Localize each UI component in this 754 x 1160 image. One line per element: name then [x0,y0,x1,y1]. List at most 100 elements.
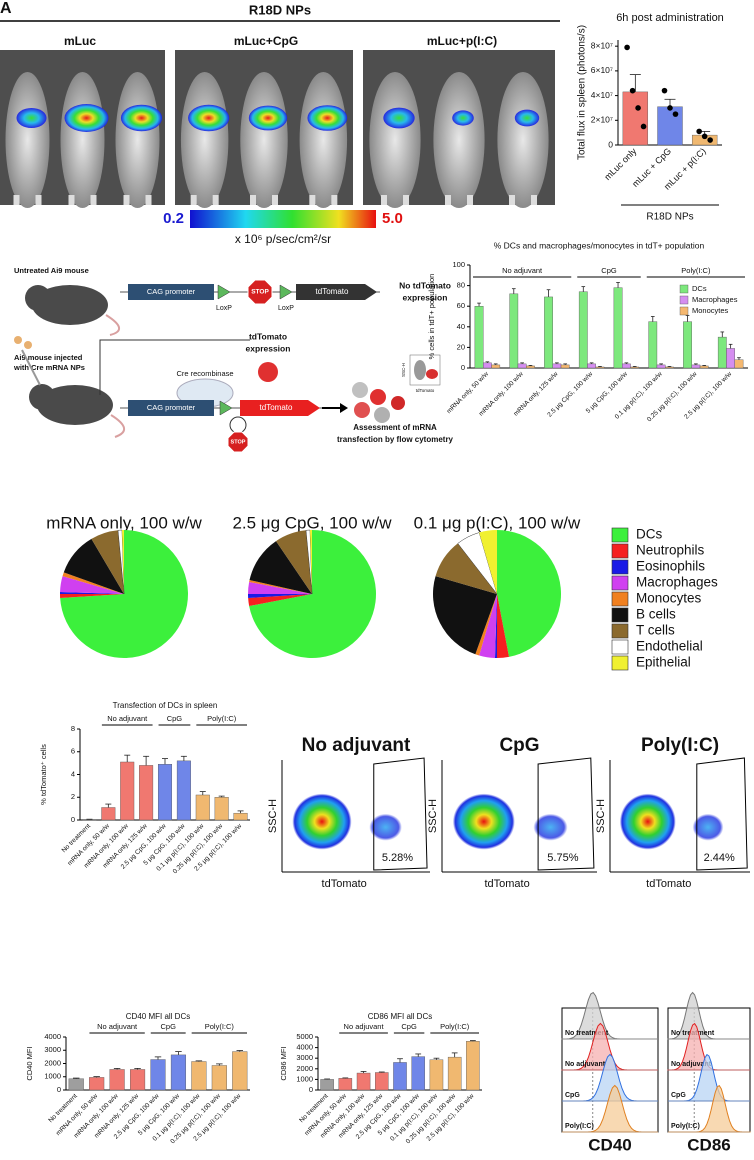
image-group-label: mLuc+p(I:C) [427,34,497,48]
y-tick-label: 8 [71,724,75,733]
bar [211,1065,227,1091]
mouse-leg [272,195,278,205]
scale-min: 0.2 [163,210,184,227]
y-tick-label: 4×10⁷ [591,90,613,100]
outcome-label: No tdTomato [399,280,451,290]
bar [483,362,492,369]
pie-slice [248,594,312,599]
y-tick-label: 0 [461,363,465,372]
pie-slice [91,530,124,594]
bar [195,794,210,821]
bar [356,1072,371,1091]
legend-swatch [611,575,629,591]
mouse-leg [403,195,409,205]
legend-label: Endothelial [636,639,703,654]
pie-slice [63,538,124,594]
density-cloud [619,793,676,850]
flow-x-label: tdTomato [322,878,367,890]
stop-sign [227,431,249,453]
y-tick-label: 1000 [44,1072,61,1081]
flow-y-label: SSC-H [427,799,439,833]
bar [320,1079,334,1091]
row-label: No adjuvant [671,1061,712,1068]
scale-unit: x 10⁶ p/sec/cm²/sr [235,232,331,246]
pie-slice [497,530,562,657]
group-label: CpG [167,714,183,723]
gate-percent: 2.44% [704,852,735,864]
legend-label: Monocytes [636,591,702,606]
y-tick-label: 100 [452,260,465,269]
bar [526,365,535,369]
mouse-icon [32,285,108,325]
bar [717,336,727,369]
outcome-label: expression [403,292,448,302]
bar [595,366,605,369]
legend-swatch [611,639,629,655]
y-tick-label: 3000 [44,1045,61,1054]
reporter-label: tdTomato [260,403,293,412]
bar [622,363,631,369]
legend-swatch [611,543,629,559]
row-label: No treatment [565,1030,609,1037]
gate-percent: 5.28% [382,852,413,864]
bar [176,760,191,821]
legend-label: B cells [636,607,676,622]
gate [696,757,748,871]
bar [613,287,623,369]
loxp-site [219,400,233,416]
loxp-label: LoxP [278,305,294,312]
pie-slice [249,530,377,658]
y-tick-label: 6×10⁷ [591,65,613,75]
schematic: Untreated Ai9 mouse CAG promoter STOP td… [13,266,454,453]
imaging-panels [0,50,555,208]
legend-swatch [611,559,629,575]
cell-icon [352,382,368,398]
data-point [635,105,641,111]
flow-x-label: tdTomato [646,878,691,890]
legend-label: T cells [636,623,675,638]
pie-slice [305,529,313,595]
bar [191,1061,207,1091]
mouse-leg [509,195,515,205]
pie-title: mRNA only, 100 w/w [46,513,202,532]
signal-blob [307,105,348,131]
excised-loop [229,416,247,434]
flow-x-label: tdTomato [484,878,529,890]
row-label: CpG [565,1092,580,1099]
mouse-leg [250,195,256,205]
y-tick-label: 2000 [296,1064,313,1073]
y-axis-label: CD86 MFI [279,1046,288,1080]
data-point [661,87,668,94]
pie-slice [497,594,509,658]
y-tick-label: 80 [457,281,465,290]
bar [466,1041,480,1091]
mouse-leg [90,195,97,205]
y-tick-label: 4000 [296,1043,313,1052]
flow-y-label: SSC-H [595,799,607,833]
mouse-body [115,72,160,208]
bar [726,348,735,369]
legend-swatch [611,607,629,623]
loxp-site [279,284,293,300]
y-tick-label: 8×10⁷ [591,40,613,50]
bar [691,364,701,369]
mouse-leg [309,195,316,205]
histogram-overlays: No treatment No adjuvant CpG Poly(I:C) CD40 N… [561,991,751,1154]
bar [109,1069,125,1091]
assessment-label: Assessment of mRNA [353,423,437,432]
pie-slice [60,591,124,594]
bar [120,761,135,821]
y-tick-label: 0 [71,815,75,824]
row-label: Poly(I:C) [565,1123,594,1130]
bar [630,366,640,369]
y-tick-label: 2 [71,792,75,801]
y-axis-label: % tdTomato⁺ cells [39,744,48,805]
y-tick-label: 3000 [296,1053,313,1062]
mouse-icon [25,285,51,311]
signal-blob [514,109,540,127]
density-cloud [369,813,402,841]
y-tick-label: 40 [457,322,465,331]
mouse-body [433,72,485,208]
mouse-leg [445,195,451,205]
bar [474,306,484,369]
